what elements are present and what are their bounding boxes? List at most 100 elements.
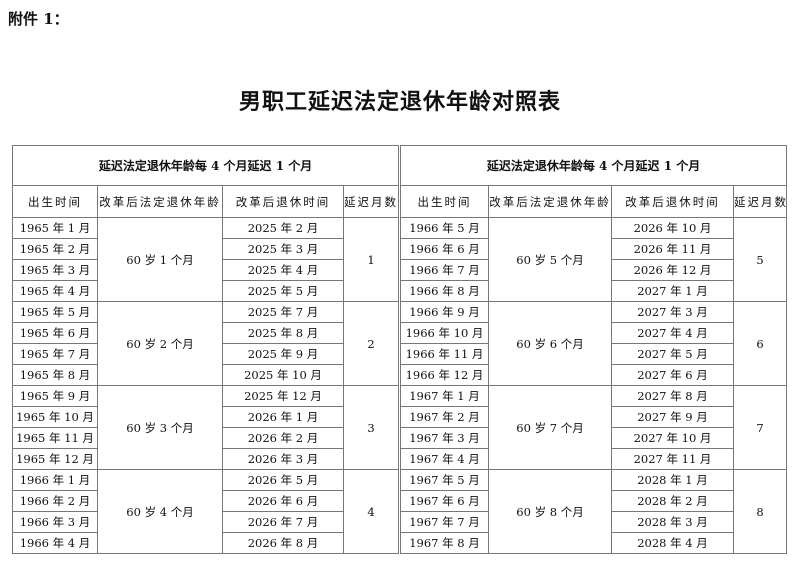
delay-months-cell: 4	[342, 469, 400, 554]
retirement-date-cell: 2027 年 1 月	[611, 280, 734, 302]
birth-date-cell: 1966 年 10 月	[400, 322, 489, 344]
column-header: 改革后法定退休年龄	[97, 185, 223, 218]
table-row: 1967 年 6 月 2028 年 2 月	[400, 490, 787, 512]
retirement-date-cell: 2027 年 11 月	[611, 448, 734, 470]
retirement-date-cell: 2027 年 5 月	[611, 343, 734, 365]
retirement-date-cell: 2028 年 4 月	[611, 532, 734, 554]
table-row: 1967 年 3 月 2027 年 10 月	[400, 427, 787, 449]
retirement-date-cell: 2028 年 3 月	[611, 511, 734, 533]
retirement-date-cell: 2025 年 4 月	[222, 259, 344, 281]
retirement-date-cell: 2026 年 11 月	[611, 238, 734, 260]
retirement-date-cell: 2026 年 12 月	[611, 259, 734, 281]
retirement-age-cell: 60 岁 7 个月	[488, 385, 612, 470]
birth-date-cell: 1965 年 5 月	[12, 301, 98, 323]
birth-date-cell: 1966 年 4 月	[12, 532, 98, 554]
retirement-table-left: 延迟法定退休年龄每 4 个月延迟 1 个月 出生时间 改革后法定退休年龄 改革后退休时…	[11, 145, 400, 554]
table-header-row: 出生时间 改革后法定退休年龄 改革后退休时间 延迟月数	[12, 185, 400, 218]
table-row: 1966 年 4 月 2026 年 8 月	[12, 532, 399, 554]
table-row: 1965 年 4 月 2025 年 5 月	[12, 280, 399, 302]
birth-date-cell: 1967 年 7 月	[400, 511, 489, 533]
retirement-age-cell: 60 岁 6 个月	[488, 301, 612, 386]
birth-date-cell: 1967 年 5 月	[400, 469, 489, 491]
retirement-date-cell: 2026 年 5 月	[222, 469, 344, 491]
retirement-date-cell: 2026 年 7 月	[222, 511, 344, 533]
retirement-date-cell: 2027 年 9 月	[611, 406, 734, 428]
table-caption-row: 延迟法定退休年龄每 4 个月延迟 1 个月	[11, 145, 400, 186]
table-caption: 延迟法定退休年龄每 4 个月延迟 1 个月	[11, 145, 400, 186]
column-header: 改革后退休时间	[222, 185, 344, 218]
birth-date-cell: 1966 年 1 月	[12, 469, 98, 491]
birth-date-cell: 1966 年 9 月	[400, 301, 489, 323]
attachment-label: 附件 1：	[8, 10, 69, 28]
retirement-date-cell: 2028 年 2 月	[611, 490, 734, 512]
retirement-date-cell: 2025 年 8 月	[222, 322, 344, 344]
retirement-date-cell: 2025 年 10 月	[222, 364, 344, 386]
birth-date-cell: 1967 年 8 月	[400, 532, 489, 554]
retirement-date-cell: 2027 年 8 月	[611, 385, 734, 407]
birth-date-cell: 1966 年 2 月	[12, 490, 98, 512]
page-title: 男职工延迟法定退休年龄对照表	[238, 89, 561, 115]
birth-date-cell: 1966 年 5 月	[400, 217, 489, 239]
table-row: 1966 年 3 月 2026 年 7 月	[12, 511, 399, 533]
table-caption-row: 延迟法定退休年龄每 4 个月延迟 1 个月	[399, 145, 788, 186]
table-row: 1965 年 10 月 2026 年 1 月	[12, 406, 399, 428]
birth-date-cell: 1965 年 4 月	[12, 280, 98, 302]
birth-date-cell: 1966 年 12 月	[400, 364, 489, 386]
retirement-age-cell: 60 岁 4 个月	[97, 469, 223, 554]
birth-date-cell: 1965 年 3 月	[12, 259, 98, 281]
retirement-date-cell: 2025 年 7 月	[222, 301, 344, 323]
birth-date-cell: 1965 年 7 月	[12, 343, 98, 365]
delay-months-cell: 8	[732, 469, 788, 554]
table-row: 1967 年 7 月 2028 年 3 月	[400, 511, 787, 533]
birth-date-cell: 1965 年 10 月	[12, 406, 98, 428]
table-header-row: 出生时间 改革后法定退休年龄 改革后退休时间 延迟月数	[400, 185, 788, 218]
retirement-date-cell: 2028 年 1 月	[611, 469, 734, 491]
retirement-date-cell: 2026 年 8 月	[222, 532, 344, 554]
birth-date-cell: 1965 年 11 月	[12, 427, 98, 449]
delay-months-cell: 1	[342, 217, 400, 302]
birth-date-cell: 1965 年 12 月	[12, 448, 98, 470]
table-row: 1965 年 8 月 2025 年 10 月	[12, 364, 399, 386]
retirement-date-cell: 2027 年 3 月	[611, 301, 734, 323]
column-header: 改革后退休时间	[611, 185, 734, 218]
birth-date-cell: 1966 年 8 月	[400, 280, 489, 302]
retirement-date-cell: 2027 年 10 月	[611, 427, 734, 449]
retirement-age-cell: 60 岁 3 个月	[97, 385, 223, 470]
retirement-date-cell: 2026 年 3 月	[222, 448, 344, 470]
table-row: 1967 年 8 月 2028 年 4 月	[400, 532, 787, 554]
birth-date-cell: 1965 年 9 月	[12, 385, 98, 407]
retirement-age-cell: 60 岁 2 个月	[97, 301, 223, 386]
retirement-date-cell: 2025 年 3 月	[222, 238, 344, 260]
retirement-age-cell: 60 岁 8 个月	[488, 469, 612, 554]
retirement-date-cell: 2026 年 10 月	[611, 217, 734, 239]
birth-date-cell: 1966 年 3 月	[12, 511, 98, 533]
retirement-date-cell: 2027 年 4 月	[611, 322, 734, 344]
birth-date-cell: 1967 年 1 月	[400, 385, 489, 407]
table-row: 1966 年 2 月 2026 年 6 月	[12, 490, 399, 512]
birth-date-cell: 1967 年 3 月	[400, 427, 489, 449]
delay-months-cell: 7	[732, 385, 788, 470]
table-row: 1965 年 7 月 2025 年 9 月	[12, 343, 399, 365]
birth-date-cell: 1965 年 1 月	[12, 217, 98, 239]
birth-date-cell: 1967 年 6 月	[400, 490, 489, 512]
column-header: 出生时间	[12, 185, 98, 218]
retirement-date-cell: 2025 年 2 月	[222, 217, 344, 239]
column-header: 延迟月数	[342, 185, 400, 218]
birth-date-cell: 1966 年 7 月	[400, 259, 489, 281]
table-row: 1966 年 6 月 2026 年 11 月	[400, 238, 787, 260]
table-row: 1966 年 11 月 2027 年 5 月	[400, 343, 787, 365]
retirement-table-right: 延迟法定退休年龄每 4 个月延迟 1 个月 出生时间 改革后法定退休年龄 改革后退休时…	[399, 145, 788, 554]
table-row: 1965 年 12 月 2026 年 3 月	[12, 448, 399, 470]
table-row: 1965 年 11 月 2026 年 2 月	[12, 427, 399, 449]
birth-date-cell: 1966 年 11 月	[400, 343, 489, 365]
birth-date-cell: 1965 年 6 月	[12, 322, 98, 344]
retirement-date-cell: 2026 年 2 月	[222, 427, 344, 449]
